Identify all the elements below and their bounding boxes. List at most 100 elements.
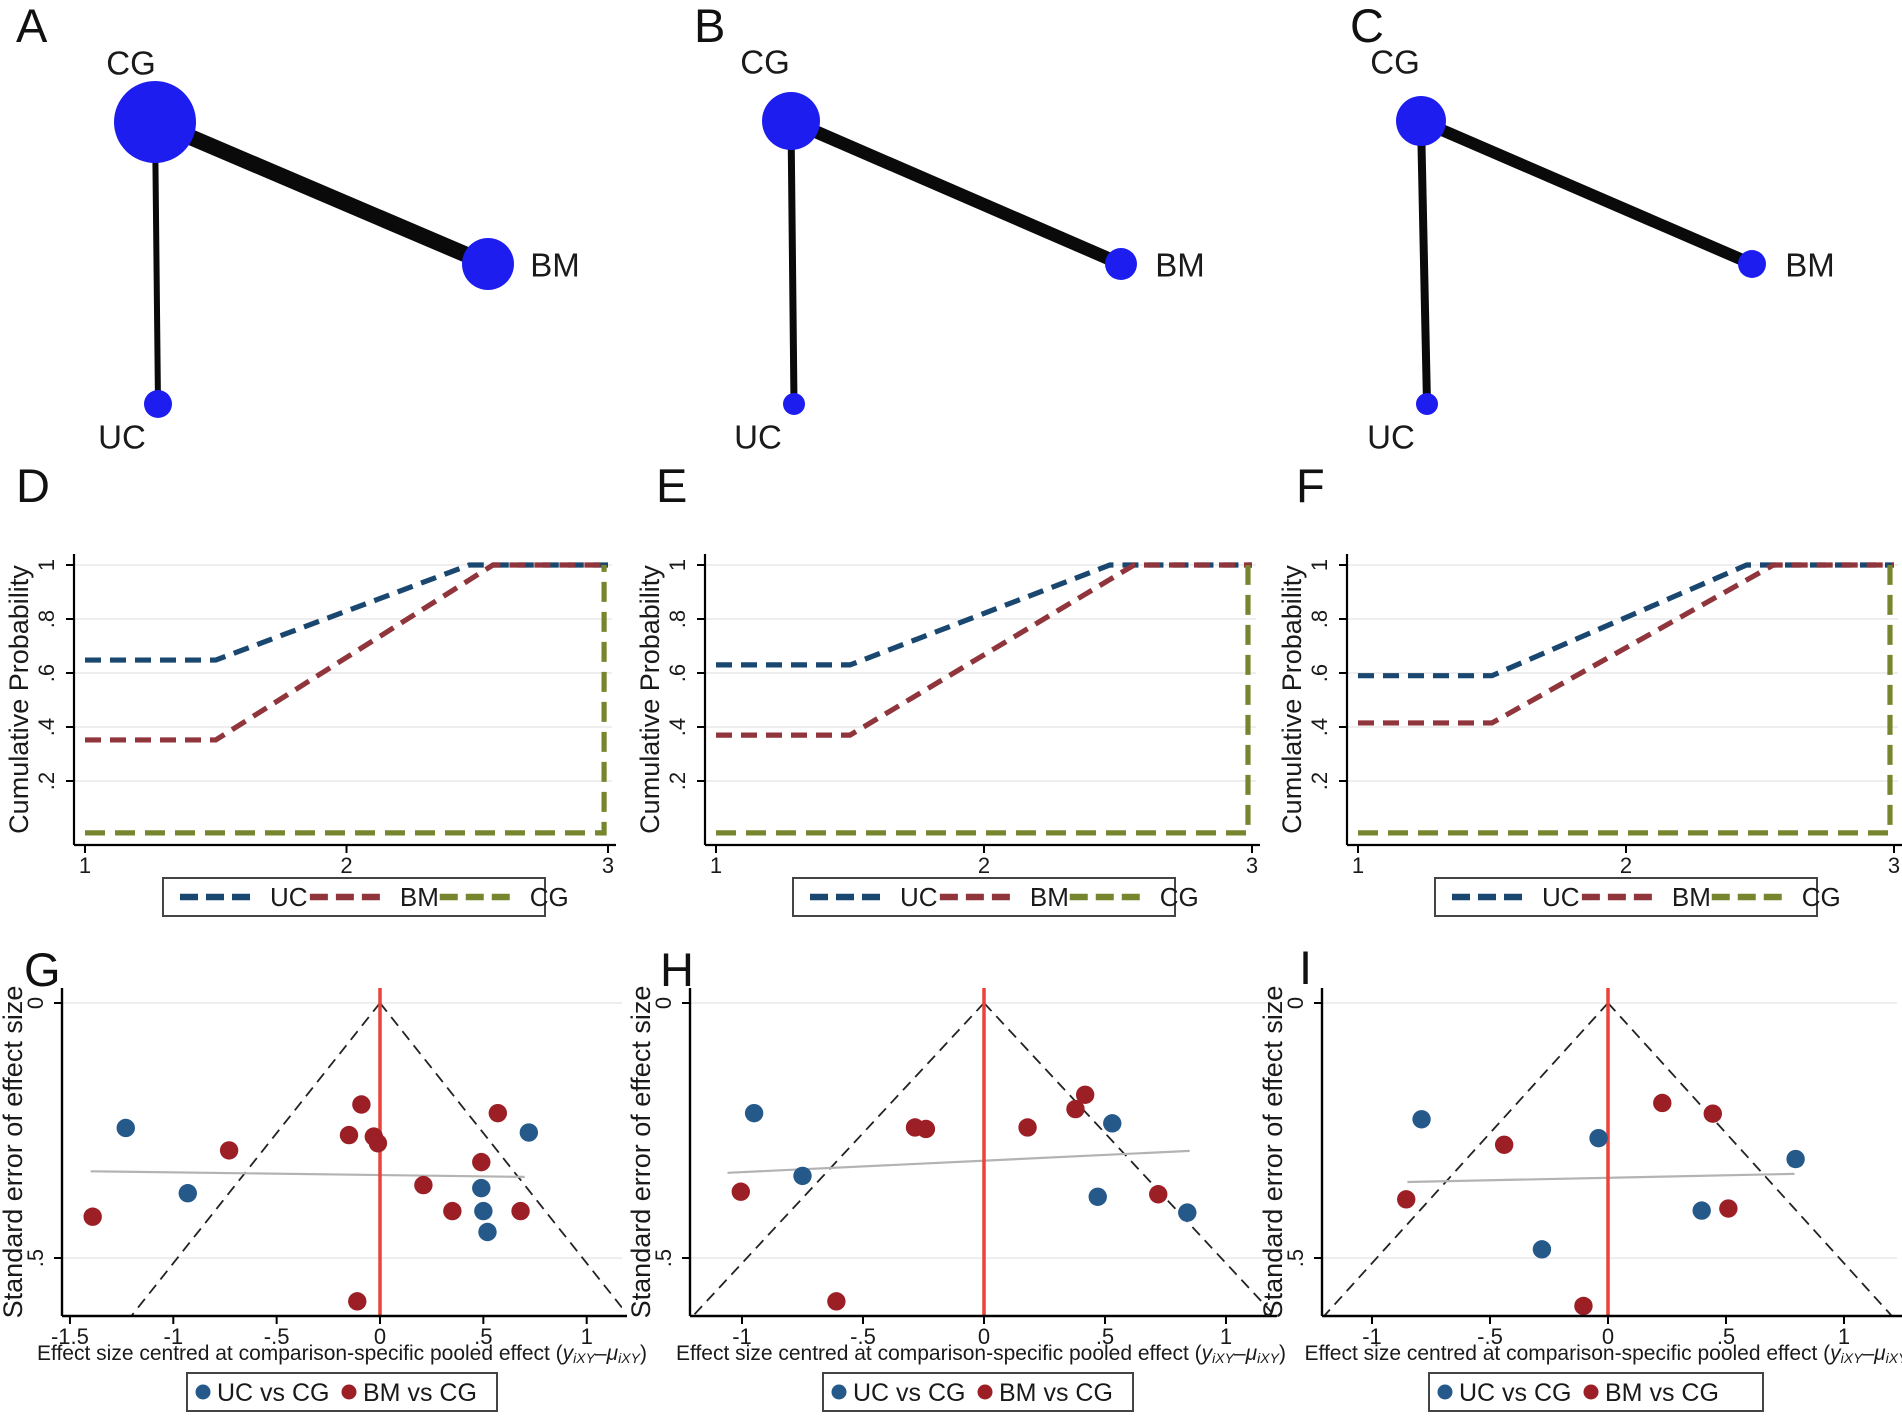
y-tick-label: .2 [1307,772,1332,790]
y-tick-label: .8 [34,610,59,628]
dot-bm-vs-cg [1574,1296,1593,1316]
network-node-CG [1396,96,1446,146]
network-node-CG [114,81,196,163]
x-tick-label: 3 [1246,853,1258,878]
x-tick-label: -1 [732,1324,752,1349]
x-tick-label: 0 [978,1324,990,1349]
funnel-panel-H: 0 .5 -1 -.5 0 .5 1 Standard error of effect siz… [626,986,1286,1412]
rankogram-panel-D: 1 .8 .6 .4 .2 1 2 3 Cumulative Probability UC BM CG [4,554,616,917]
x-axis-title-part: y [1200,1342,1214,1365]
y-tick-label: 1 [665,559,690,571]
x-axis-title-part: iXY [618,1350,641,1366]
x-axis-title-part: y [1828,1342,1842,1365]
dot-bm-vs-cg [916,1119,936,1139]
regression-line [1407,1172,1795,1184]
x-axis-title: Effect size centred at comparison-specif… [676,1342,1286,1366]
dot-bm-vs-cg [348,1292,367,1311]
rank-line-BM [716,562,1252,738]
panel-letter-i: I [1299,941,1313,994]
network-node-BM [1738,250,1766,278]
legend-label: UC vs CG [853,1379,966,1407]
regression-line [90,1170,525,1179]
y-tick-label: .6 [34,664,59,682]
x-axis-title-part: iXY [1886,1350,1902,1366]
funnel-bound-left [1323,1002,1609,1316]
y-tick-label: .6 [1307,664,1332,682]
dot-bm-vs-cg [1075,1085,1095,1105]
network-edge-CG-UC [1417,120,1431,405]
dot-bm-vs-cg [352,1095,371,1114]
x-tick-label: -1 [164,1324,184,1349]
rankogram-panel-E: 1 .8 .6 .4 .2 1 2 3 Cumulative Probability UC BM CG [635,554,1260,917]
network-node-label-UC: UC [734,419,782,456]
x-tick-label: 1 [581,1324,593,1349]
rank-line-BM [85,562,608,743]
funnel-clipped-group [1323,1002,1893,1316]
dot-bm-vs-cg [1149,1185,1168,1204]
dot-bm-vs-cg [1066,1099,1085,1119]
dot-uc-vs-cg [478,1222,497,1242]
y-tick-label: .5 [23,1249,48,1267]
y-tick-label: .8 [665,610,690,628]
panel-letter-f: F [1296,459,1325,512]
dot-uc-vs-cg [1532,1240,1552,1259]
x-axis-title-part: – [595,1342,607,1365]
x-axis-title-part: – [1862,1342,1874,1365]
dot-uc-vs-cg [519,1123,539,1142]
dot-uc-vs-cg [1412,1110,1431,1129]
dot-uc-vs-cg [178,1184,197,1203]
x-tick-label: .5 [474,1324,492,1349]
x-tick-label: -.5 [264,1324,290,1349]
panel-letter-h: H [660,943,694,996]
legend-label-UC: UC [1542,882,1580,912]
legend-dot-uc-vs-cg [831,1384,847,1400]
x-tick-label: 2 [978,853,990,878]
legend-label: UC vs CG [1459,1379,1572,1407]
dot-uc-vs-cg [116,1118,135,1138]
funnel-clipped-group [90,1002,622,1316]
dot-bm-vs-cg [827,1292,846,1311]
rank-line-UC [716,562,1252,668]
y-tick-label: .5 [1283,1249,1308,1267]
y-tick-label: 0 [23,997,48,1009]
x-tick-label: -1.5 [51,1324,89,1349]
funnel-bound-left [692,1002,985,1316]
y-axis-title: Cumulative Probability [4,565,34,834]
x-tick-label: 1 [1220,1324,1232,1349]
funnel-bound-left [130,1002,381,1316]
network-node-label-BM: BM [530,247,580,284]
y-tick-label: .4 [34,718,59,736]
network-node-label-BM: BM [1155,247,1205,284]
x-tick-label: .5 [1096,1324,1114,1349]
legend-label-UC: UC [270,882,308,912]
network-panel-B: CG BM UC [734,44,1205,456]
x-tick-label: 1 [1838,1324,1850,1349]
dot-bm-vs-cg [1703,1104,1722,1123]
network-node-UC [1416,393,1438,415]
x-axis-title: Effect size centred at comparison-specif… [1305,1342,1902,1366]
rankogram-panel-F: 1 .8 .6 .4 .2 1 2 3 Cumulative Probability UC BM CG [1277,554,1902,917]
y-axis-title: Standard error of effect size [0,986,28,1319]
dot-bm-vs-cg [339,1125,359,1145]
y-axis-title: Cumulative Probability [635,565,665,834]
x-tick-label: .5 [1717,1324,1735,1349]
x-tick-label: 2 [1620,853,1632,878]
rank-line-CG [716,565,1251,836]
network-node-CG [762,92,820,150]
network-panel-C: CG BM UC [1367,44,1835,456]
dot-uc-vs-cg [1088,1187,1107,1207]
legend-dot-uc-vs-cg [1437,1384,1453,1400]
dot-uc-vs-cg [1178,1203,1197,1222]
panel-letter-g: G [24,943,61,996]
network-node-label-UC: UC [98,419,146,456]
dot-bm-vs-cg [1494,1135,1514,1154]
dot-bm-vs-cg [1397,1190,1416,1209]
network-edge-CG-BM [151,114,492,272]
y-tick-label: .2 [665,772,690,790]
dot-uc-vs-cg [1786,1149,1805,1169]
dot-bm-vs-cg [511,1201,530,1221]
dot-bm-vs-cg [1719,1199,1738,1218]
panel-letter-e: E [656,459,688,512]
y-tick-label: .5 [651,1249,676,1267]
x-tick-label: 0 [1602,1324,1614,1349]
